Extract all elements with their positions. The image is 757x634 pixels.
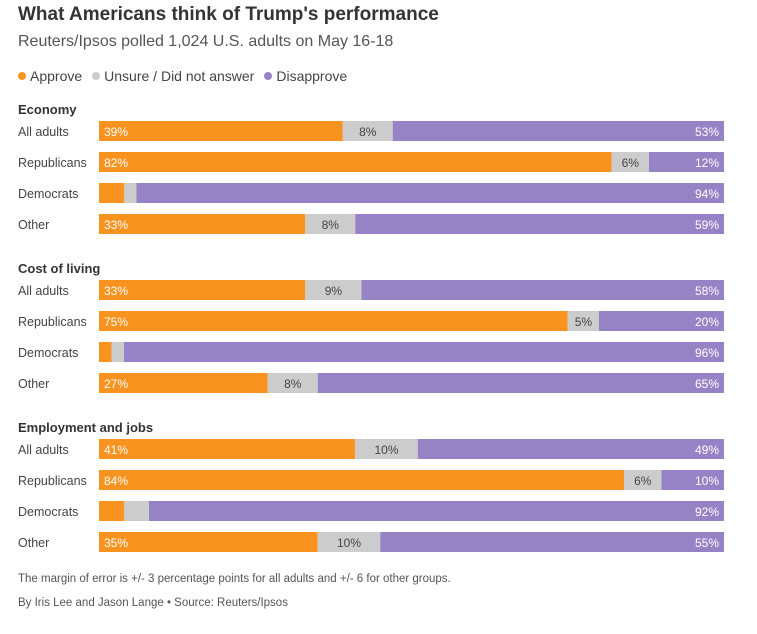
legend: Approve Unsure / Did not answer Disappro… <box>18 68 347 84</box>
approve-dot-icon <box>18 72 26 80</box>
bar-approve-economy-other <box>99 214 306 234</box>
row-label-cost-of-living-democrats: Democrats <box>18 346 78 360</box>
bar-unsure-employment-and-jobs-republicans <box>624 470 662 490</box>
bar-approve-employment-and-jobs-democrats <box>99 501 124 521</box>
value-label-approve-employment-and-jobs-other: 35% <box>104 536 128 550</box>
bar-approve-cost-of-living-republicans <box>99 311 568 331</box>
bar-approve-cost-of-living-other <box>99 373 268 393</box>
legend-label-unsure: Unsure / Did not answer <box>104 68 255 84</box>
bar-disapprove-economy-other <box>355 214 724 234</box>
bar-approve-cost-of-living-all-adults <box>99 280 306 300</box>
bar-unsure-employment-and-jobs-democrats <box>124 501 149 521</box>
unsure-dot-icon <box>92 72 101 80</box>
value-label-disapprove-employment-and-jobs-republicans: 10% <box>695 474 719 488</box>
value-label-disapprove-cost-of-living-all-adults: 58% <box>695 284 719 298</box>
value-label-disapprove-employment-and-jobs-all-adults: 49% <box>695 443 719 457</box>
bar-disapprove-economy-republicans <box>649 152 724 172</box>
bar-unsure-economy-democrats <box>124 183 137 203</box>
bar-unsure-cost-of-living-all-adults <box>305 280 362 300</box>
value-label-unsure-cost-of-living-all-adults: 9% <box>325 284 343 298</box>
value-label-approve-cost-of-living-other: 27% <box>104 377 128 391</box>
legend-item-disapprove: Disapprove <box>264 68 347 84</box>
row-label-economy-all-adults: All adults <box>18 125 69 139</box>
row-label-economy-democrats: Democrats <box>18 187 78 201</box>
value-label-approve-economy-other: 33% <box>104 218 128 232</box>
value-label-approve-employment-and-jobs-republicans: 84% <box>104 474 128 488</box>
group-heading-employment-and-jobs: Employment and jobs <box>18 420 153 435</box>
value-label-unsure-employment-and-jobs-republicans: 6% <box>634 474 652 488</box>
bar-disapprove-cost-of-living-republicans <box>599 311 724 331</box>
legend-label-disapprove: Disapprove <box>276 68 348 84</box>
value-label-approve-cost-of-living-all-adults: 33% <box>104 284 128 298</box>
value-label-disapprove-employment-and-jobs-democrats: 92% <box>695 505 719 519</box>
row-label-employment-and-jobs-all-adults: All adults <box>18 443 69 457</box>
bar-unsure-cost-of-living-republicans <box>567 311 599 331</box>
value-label-unsure-economy-other: 8% <box>322 218 340 232</box>
bar-approve-cost-of-living-democrats <box>99 342 112 362</box>
row-label-cost-of-living-all-adults: All adults <box>18 284 69 298</box>
bar-disapprove-cost-of-living-all-adults <box>361 280 724 300</box>
bar-disapprove-economy-all-adults <box>392 121 724 141</box>
value-label-approve-economy-republicans: 82% <box>104 156 128 170</box>
bar-unsure-economy-all-adults <box>342 121 393 141</box>
byline: By Iris Lee and Jason Lange • Source: Re… <box>18 597 288 609</box>
bar-disapprove-employment-and-jobs-all-adults <box>417 439 724 459</box>
disapprove-dot-icon <box>264 72 273 80</box>
bar-unsure-employment-and-jobs-all-adults <box>355 439 418 459</box>
row-label-employment-and-jobs-republicans: Republicans <box>18 474 87 488</box>
value-label-disapprove-employment-and-jobs-other: 55% <box>695 536 719 550</box>
bar-approve-employment-and-jobs-all-adults <box>99 439 356 459</box>
row-label-economy-republicans: Republicans <box>18 156 87 170</box>
legend-item-unsure: Unsure / Did not answer <box>92 68 254 84</box>
bar-unsure-cost-of-living-other <box>267 373 318 393</box>
bar-disapprove-employment-and-jobs-democrats <box>149 501 724 521</box>
footnote: The margin of error is +/- 3 percentage … <box>18 573 451 585</box>
bar-approve-economy-republicans <box>99 152 612 172</box>
bar-disapprove-cost-of-living-other <box>317 373 724 393</box>
bar-disapprove-employment-and-jobs-other <box>380 532 724 552</box>
bar-approve-economy-democrats <box>99 183 124 203</box>
value-label-unsure-economy-republicans: 6% <box>622 156 640 170</box>
bar-approve-economy-all-adults <box>99 121 343 141</box>
value-label-disapprove-cost-of-living-democrats: 96% <box>695 346 719 360</box>
value-label-disapprove-economy-all-adults: 53% <box>695 125 719 139</box>
bar-unsure-employment-and-jobs-other <box>317 532 381 552</box>
bar-unsure-economy-republicans <box>611 152 649 172</box>
bar-unsure-economy-other <box>305 214 356 234</box>
row-label-cost-of-living-other: Other <box>18 377 49 391</box>
value-label-unsure-employment-and-jobs-all-adults: 10% <box>374 443 398 457</box>
group-heading-economy: Economy <box>18 102 77 117</box>
value-label-approve-economy-all-adults: 39% <box>104 125 128 139</box>
value-label-disapprove-economy-other: 59% <box>695 218 719 232</box>
bar-approve-employment-and-jobs-other <box>99 532 318 552</box>
value-label-disapprove-cost-of-living-republicans: 20% <box>695 315 719 329</box>
legend-label-approve: Approve <box>30 68 83 84</box>
value-label-disapprove-economy-democrats: 94% <box>695 187 719 201</box>
chart-subtitle: Reuters/Ipsos polled 1,024 U.S. adults o… <box>18 33 394 50</box>
chart-title: What Americans think of Trump's performa… <box>18 4 439 25</box>
bar-disapprove-cost-of-living-democrats <box>124 342 724 362</box>
value-label-unsure-employment-and-jobs-other: 10% <box>337 536 361 550</box>
row-label-employment-and-jobs-democrats: Democrats <box>18 505 78 519</box>
value-label-approve-employment-and-jobs-all-adults: 41% <box>104 443 128 457</box>
value-label-disapprove-cost-of-living-other: 65% <box>695 377 719 391</box>
row-label-economy-other: Other <box>18 218 49 232</box>
bar-approve-employment-and-jobs-republicans <box>99 470 624 490</box>
row-label-cost-of-living-republicans: Republicans <box>18 315 87 329</box>
value-label-unsure-economy-all-adults: 8% <box>359 125 377 139</box>
row-label-employment-and-jobs-other: Other <box>18 536 49 550</box>
bar-disapprove-employment-and-jobs-republicans <box>661 470 724 490</box>
value-label-unsure-cost-of-living-republicans: 5% <box>575 315 593 329</box>
value-label-disapprove-economy-republicans: 12% <box>695 156 719 170</box>
bar-unsure-cost-of-living-democrats <box>111 342 124 362</box>
group-heading-cost-of-living: Cost of living <box>18 261 100 276</box>
value-label-approve-cost-of-living-republicans: 75% <box>104 315 128 329</box>
bar-disapprove-economy-democrats <box>136 183 724 203</box>
legend-item-approve: Approve <box>18 68 82 84</box>
value-label-unsure-cost-of-living-other: 8% <box>284 377 302 391</box>
stacked-bar-chart: Economy All adults 39% 8% 53% Republicans 82% 6… <box>18 102 724 552</box>
